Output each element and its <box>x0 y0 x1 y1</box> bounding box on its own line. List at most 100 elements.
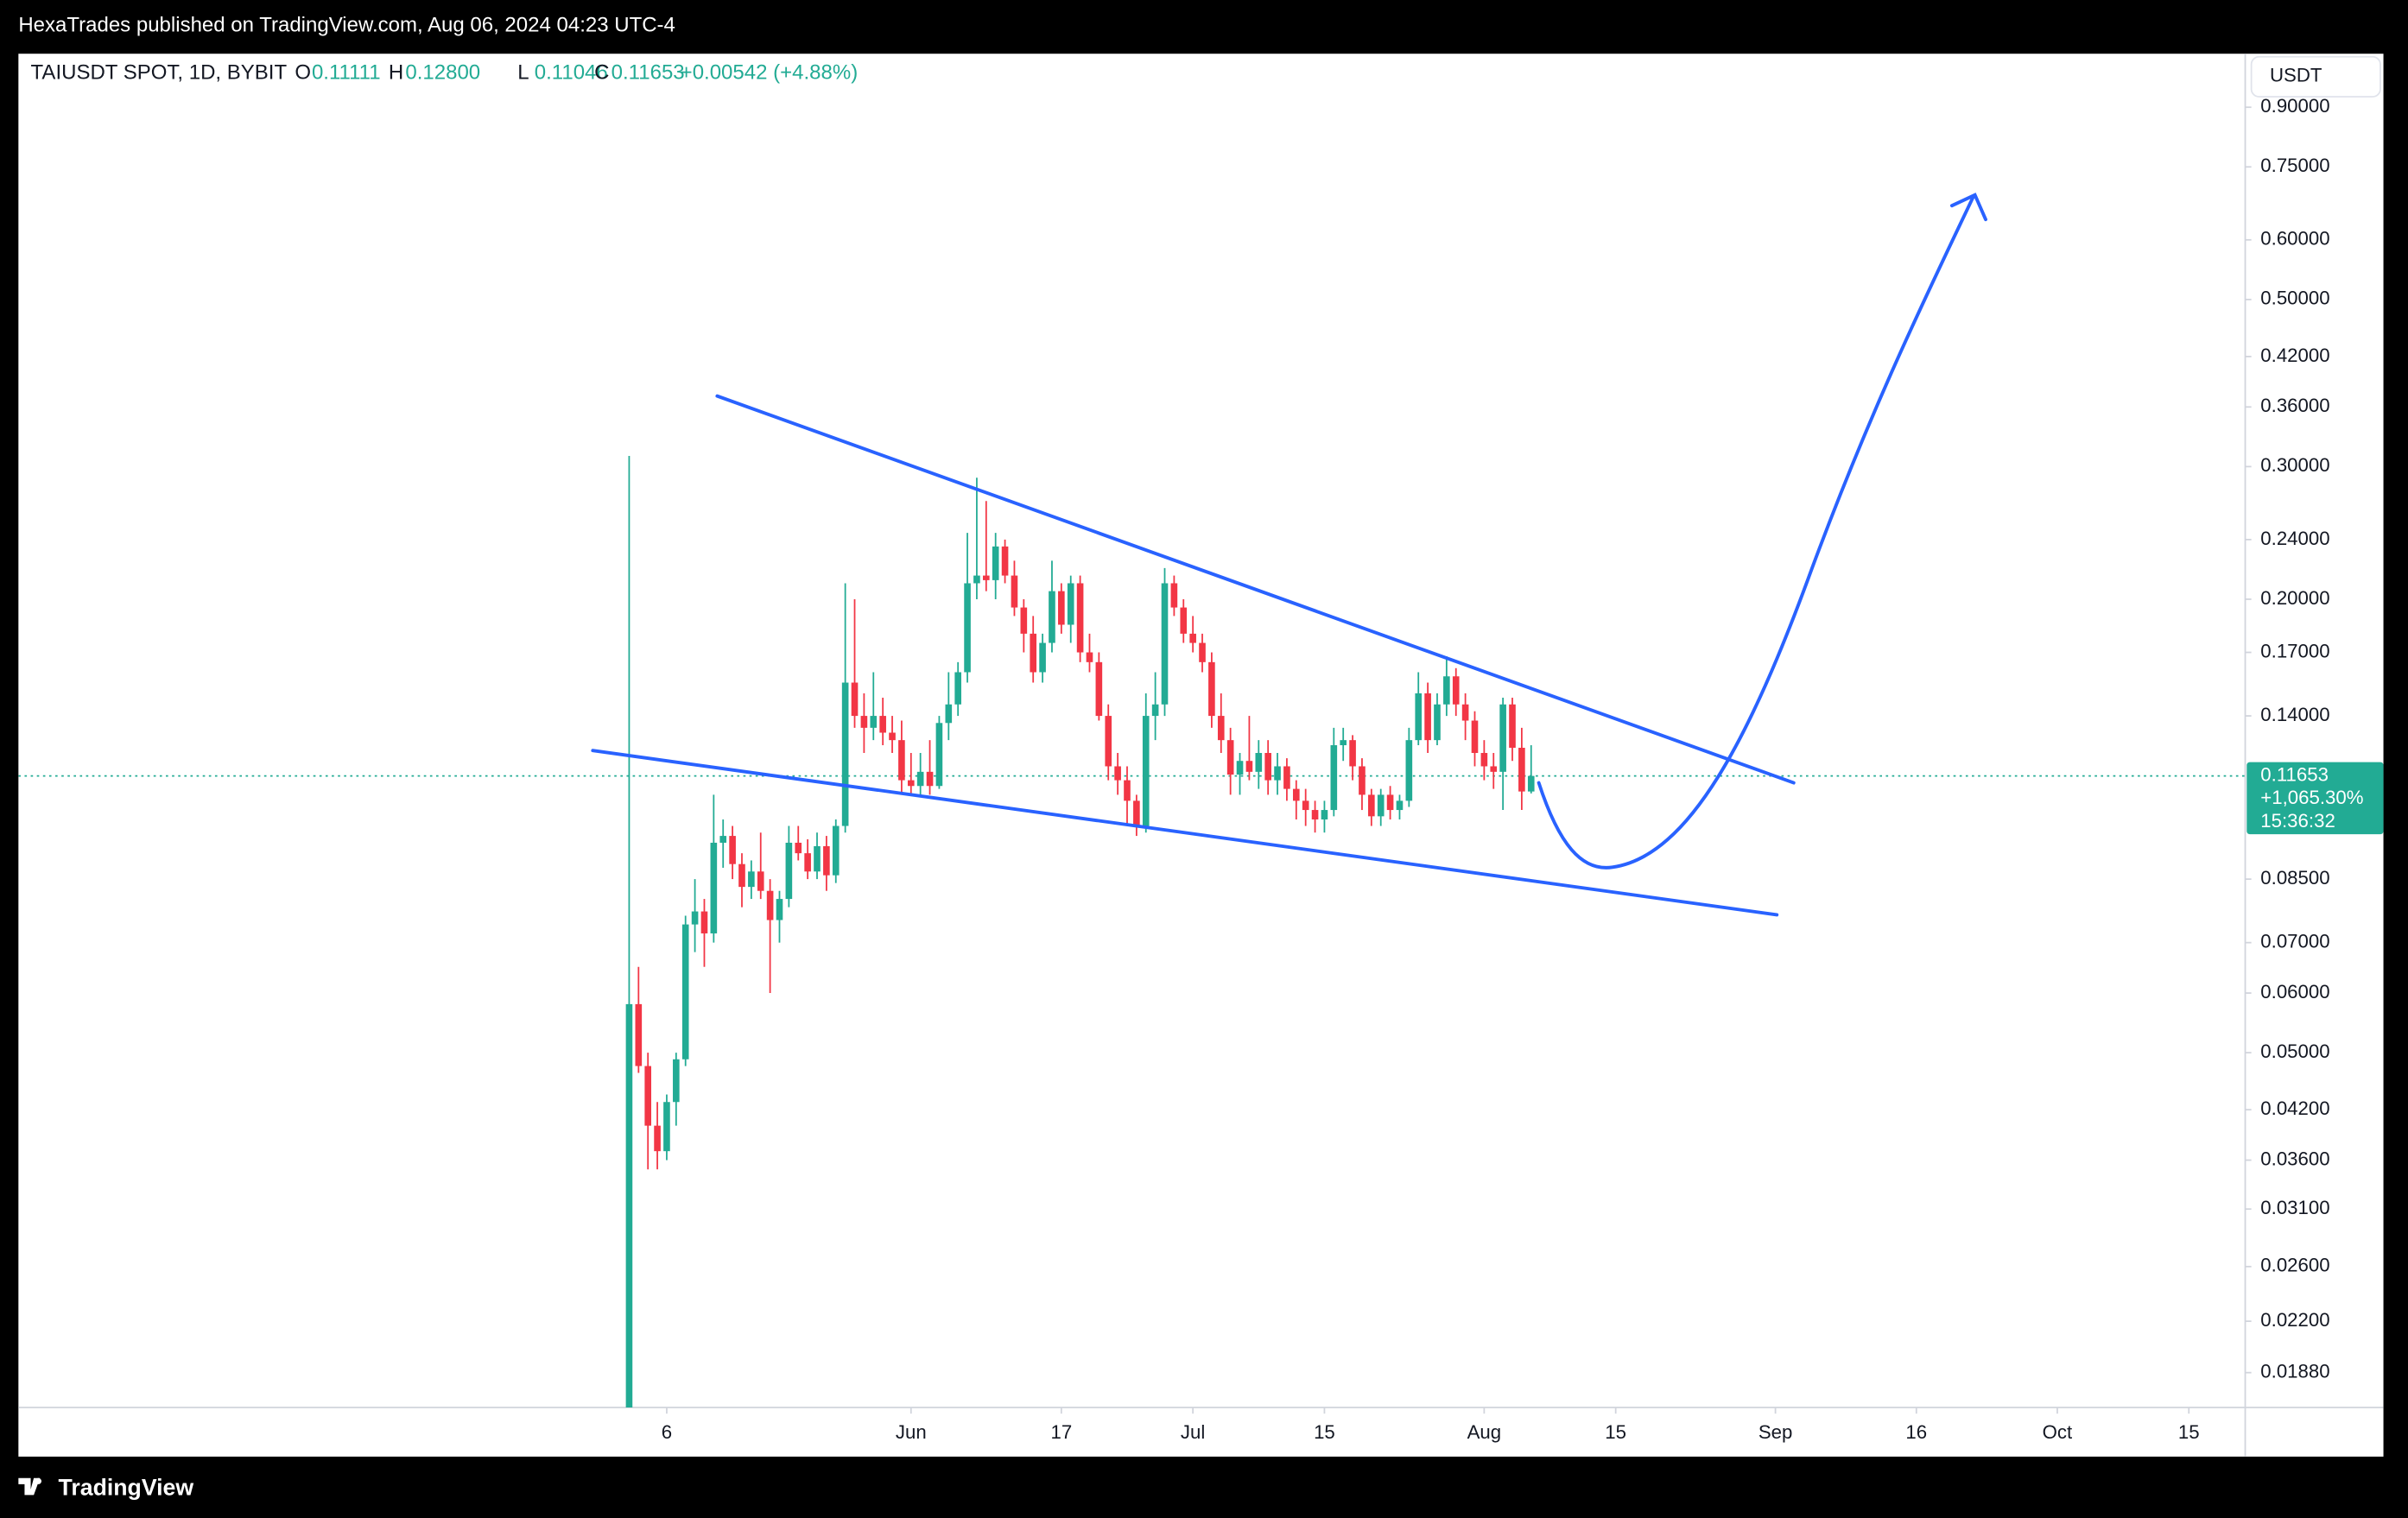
candle-body <box>710 842 718 933</box>
ohlc-label: O <box>295 61 311 85</box>
y-tick-label: 0.07000 <box>2260 931 2329 952</box>
candle-body <box>1095 661 1103 717</box>
y-tick-label: 0.02600 <box>2260 1255 2329 1276</box>
candle-body <box>926 771 934 787</box>
candle-body <box>729 836 736 864</box>
candle-body <box>898 740 905 781</box>
candle-body <box>663 1102 670 1152</box>
candle-body <box>1321 810 1328 820</box>
candle-body <box>748 871 755 888</box>
candle-body <box>1405 740 1413 801</box>
candle-body <box>1527 775 1535 792</box>
candle-body <box>907 780 915 787</box>
candle-body <box>1170 583 1178 608</box>
candle-body <box>1255 753 1263 772</box>
x-tick-label: Sep <box>1758 1421 1793 1443</box>
candle-body <box>1461 704 1469 721</box>
candle-body <box>992 546 999 580</box>
candle-body <box>1499 704 1506 772</box>
ohlc-label: L <box>517 61 529 85</box>
candle-body <box>1377 794 1385 817</box>
candle-body <box>916 771 924 787</box>
y-tick-label: 0.06000 <box>2260 981 2329 1003</box>
countdown: 15:36:32 <box>2260 810 2335 832</box>
y-tick-label: 0.90000 <box>2260 95 2329 117</box>
candle-body <box>1142 716 1150 826</box>
y-tick-label: 0.30000 <box>2260 454 2329 476</box>
change: +0.00542 (+4.88%) <box>681 61 859 85</box>
y-tick-label: 0.24000 <box>2260 528 2329 549</box>
y-tick-label: 0.01880 <box>2260 1361 2329 1382</box>
y-tick-label: 0.03600 <box>2260 1148 2329 1169</box>
chart-panel <box>18 54 2384 1457</box>
y-tick-label: 0.36000 <box>2260 395 2329 416</box>
y-tick-label: 0.04200 <box>2260 1097 2329 1119</box>
candle-body <box>625 1003 633 1408</box>
candle-body <box>1302 800 1309 811</box>
projection-curve <box>1537 194 1975 870</box>
candle-body <box>1509 704 1516 748</box>
candle-body <box>795 842 802 854</box>
candle-body <box>1415 693 1423 741</box>
candle-body <box>1189 633 1196 643</box>
currency-button[interactable] <box>2250 55 2381 98</box>
arrow-head <box>1949 193 1987 222</box>
ohlc-value: 0.11046 <box>535 61 608 85</box>
candle-body <box>1264 753 1271 781</box>
last-price-box <box>2246 762 2384 835</box>
candle-body <box>1480 753 1488 767</box>
candle-body <box>1217 716 1225 741</box>
candle-body <box>1424 693 1431 741</box>
candle-body <box>1226 740 1234 775</box>
symbol: TAIUSDT SPOT, 1D, BYBIT <box>31 61 288 85</box>
logo <box>18 1477 41 1496</box>
candle-body <box>851 682 859 717</box>
candle-body <box>935 723 943 787</box>
candle-body <box>1245 761 1253 772</box>
candle-body <box>1105 716 1112 767</box>
y-tick-label: 0.02200 <box>2260 1309 2329 1331</box>
ohlc-value: 0.11653 <box>612 61 685 85</box>
candle-body <box>673 1059 680 1103</box>
currency[interactable]: USDT <box>2270 65 2322 86</box>
candle-body <box>1030 633 1037 673</box>
candle-body <box>1020 607 1028 634</box>
candle-body <box>766 890 774 920</box>
x-tick-label: Jun <box>896 1421 927 1443</box>
candle-body <box>635 1003 643 1066</box>
candle-body <box>700 911 708 933</box>
candle-body <box>1490 766 1498 772</box>
drawings <box>591 193 1987 917</box>
ohlc-value: 0.12800 <box>405 61 480 85</box>
brand: TradingView <box>18 1474 193 1500</box>
candle-body <box>1330 745 1338 811</box>
candle-body <box>1011 575 1018 608</box>
y-tick-label: 0.20000 <box>2260 587 2329 609</box>
candle-body <box>644 1066 651 1126</box>
candle-body <box>1368 794 1375 817</box>
candle-body <box>1236 761 1244 775</box>
candle-body <box>964 583 971 673</box>
candle-body <box>654 1125 661 1152</box>
x-tick-label: 6 <box>662 1421 672 1443</box>
candle-body <box>1199 642 1206 662</box>
x-tick-label: 17 <box>1050 1421 1072 1443</box>
candle-body <box>1151 704 1159 717</box>
candle-body <box>1518 747 1525 792</box>
candle-body <box>1058 591 1065 625</box>
y-tick-label: 0.05000 <box>2260 1040 2329 1062</box>
candle-body <box>1396 800 1404 811</box>
candle-body <box>1340 740 1347 746</box>
candle-body <box>841 682 849 826</box>
candle-body <box>945 704 953 724</box>
candle-body <box>1180 607 1188 634</box>
candle-body <box>1133 800 1140 826</box>
ohlc-value: 0.11111 <box>312 61 381 85</box>
candle-body <box>1049 591 1055 643</box>
candle-body <box>1283 766 1290 789</box>
candle-body <box>1443 676 1450 705</box>
candle-body <box>1311 810 1319 820</box>
candle-body <box>738 863 745 888</box>
